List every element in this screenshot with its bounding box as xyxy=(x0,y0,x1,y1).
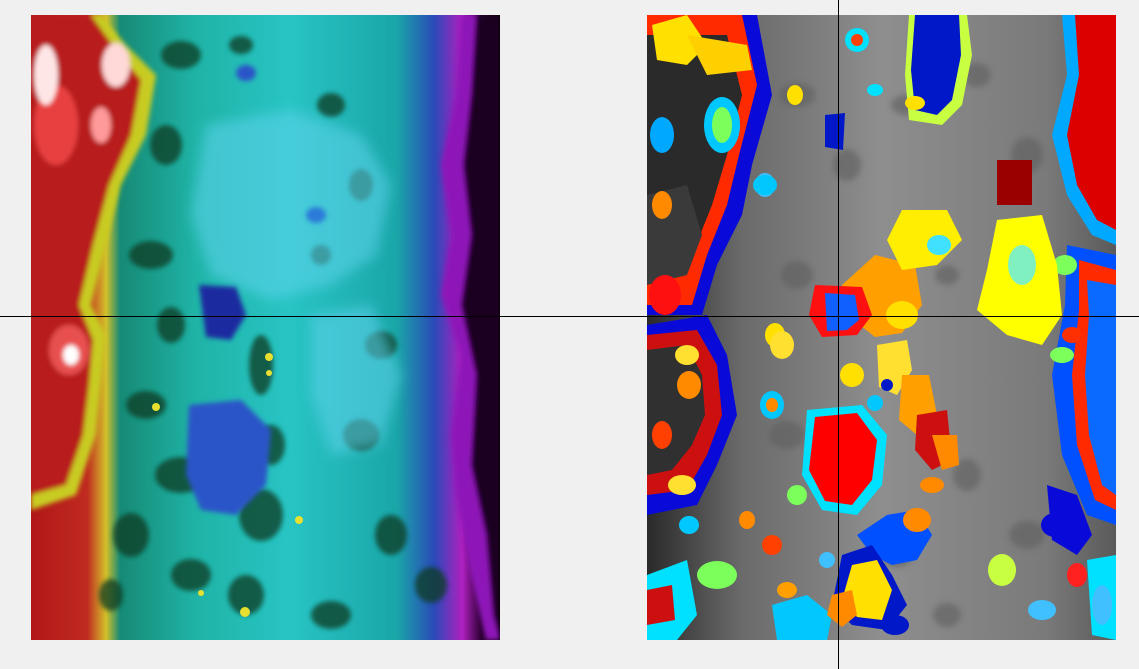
left-image-panel[interactable] xyxy=(31,15,500,640)
left-blue-pockets xyxy=(186,65,326,515)
left-cold-edge xyxy=(441,15,500,640)
right-label-map xyxy=(647,15,1116,640)
right-right-edge-labels xyxy=(1047,15,1116,640)
right-image-panel[interactable] xyxy=(647,15,1116,640)
right-top-labels xyxy=(753,15,1032,205)
crosshair-horizontal-line xyxy=(0,316,1139,317)
right-bottom-labels xyxy=(679,477,1069,640)
left-intensity-map xyxy=(31,15,500,640)
crosshair-vertical-line xyxy=(838,0,839,669)
right-left-edge-labels xyxy=(647,15,775,640)
right-center-labels xyxy=(760,210,1062,515)
left-cyan-zone xyxy=(191,110,401,455)
left-yellow-spots xyxy=(152,353,303,617)
left-hot-region xyxy=(31,15,156,510)
